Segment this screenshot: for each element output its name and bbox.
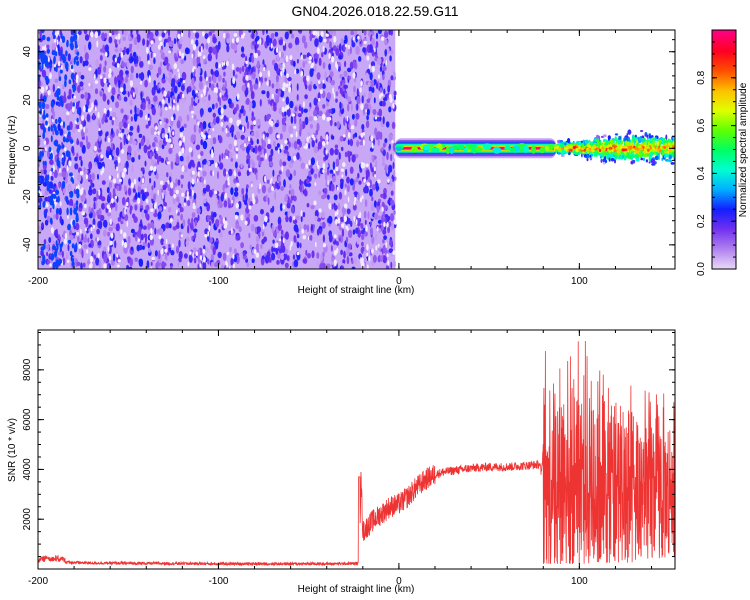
x-tick-label: -100 — [208, 576, 228, 587]
x-tick-label: 100 — [571, 576, 588, 587]
x-tick-label: 0 — [396, 576, 402, 587]
x-tick-label: -200 — [28, 576, 48, 587]
heatmap-y-axis-label: Frequency (Hz) — [7, 116, 18, 185]
y-tick-label: -20 — [22, 189, 33, 204]
snr-y-axis-label: SNR (10 * v/v) — [7, 418, 18, 482]
heatmap-x-ticks: -200 -100 0 100 — [28, 30, 653, 287]
y-tick-label: 6000 — [22, 408, 33, 431]
signal-band — [394, 138, 556, 159]
snr-x-ticks: -200 -100 0 100 — [28, 330, 653, 587]
y-tick-label: 0 — [22, 145, 33, 151]
noise-speckles — [38, 30, 397, 269]
x-tick-label: 100 — [571, 276, 588, 287]
colorbar: 0.0 0.2 0.4 0.6 0.8 Normalized spectral ampl… — [696, 29, 749, 276]
heatmap-plot-area — [38, 30, 675, 269]
colorbar-ticks: 0.0 0.2 0.4 0.6 0.8 — [696, 41, 736, 276]
y-tick-label: 20 — [22, 94, 33, 106]
colorbar-label: Normalized spectral amplitude — [738, 82, 749, 217]
y-tick-label: 40 — [22, 46, 33, 58]
scatter-region — [554, 129, 675, 166]
colorbar-tick-label: 0.8 — [696, 70, 707, 84]
snr-panel: -200 -100 0 100 2000 4000 6000 8000 Height of … — [7, 329, 676, 595]
snr-frame — [37, 329, 676, 570]
colorbar-tick-label: 0.2 — [696, 214, 707, 228]
colorbar-strip — [712, 30, 736, 270]
figure-title: GN04.2026.018.22.59.G11 — [291, 3, 458, 19]
snr-y-ticks: 2000 4000 6000 8000 — [22, 331, 675, 570]
colorbar-tick-label: 0.4 — [696, 166, 707, 180]
x-tick-label: -200 — [28, 276, 48, 287]
snr-plot-area — [38, 341, 675, 567]
heatmap-frame — [37, 29, 676, 270]
colorbar-tick-label: 0.6 — [696, 118, 707, 132]
snr-series-line — [38, 341, 675, 567]
heatmap-x-axis-label: Height of straight line (km) — [298, 285, 415, 296]
y-tick-label: 2000 — [22, 508, 33, 531]
heatmap-y-ticks: -40 -20 0 20 40 — [22, 39, 675, 270]
snr-x-axis-label: Height of straight line (km) — [298, 584, 415, 595]
x-tick-label: -100 — [208, 276, 228, 287]
colorbar-tick-label: 0.0 — [696, 262, 707, 276]
y-tick-label: 8000 — [22, 358, 33, 381]
x-tick-label: 0 — [396, 276, 402, 287]
y-tick-label: -40 — [22, 237, 33, 252]
y-tick-label: 4000 — [22, 458, 33, 481]
